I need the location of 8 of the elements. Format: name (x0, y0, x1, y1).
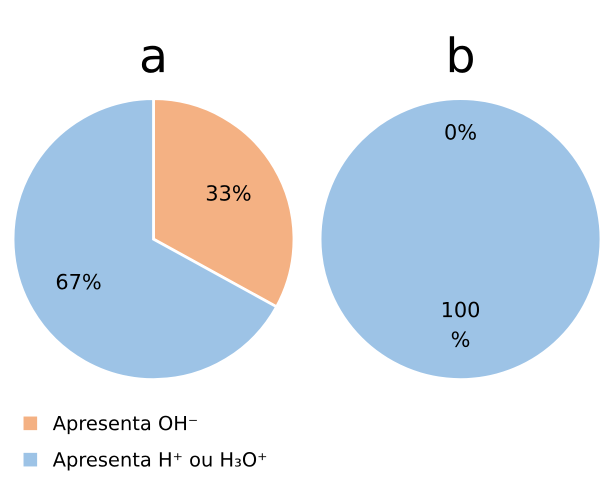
chart-title: a (142, 46, 164, 73)
legend-label: Apresenta H⁺ ou H₃O⁺ (52, 452, 266, 470)
data-label: 33% (206, 185, 250, 201)
text: 0% (445, 124, 476, 140)
data-label: 100 % (442, 302, 480, 348)
data-label: 67% (56, 274, 101, 290)
chart-title: b (450, 36, 473, 73)
legend-label: Apresenta OH⁻ (52, 416, 197, 434)
